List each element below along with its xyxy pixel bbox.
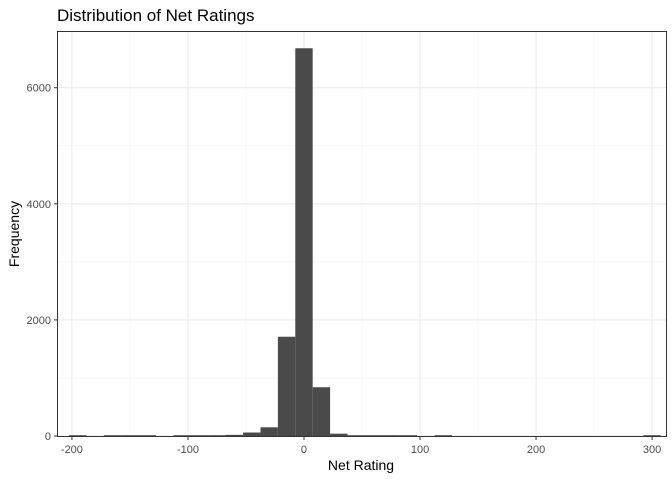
x-tick-label: 100 (411, 444, 429, 456)
chart-title: Distribution of Net Ratings (57, 6, 254, 25)
grid-layer (58, 32, 666, 437)
bars-layer (69, 48, 661, 437)
y-tick-label: 4000 (27, 199, 51, 211)
histogram-bar (364, 435, 383, 436)
x-tick-label: 200 (527, 444, 545, 456)
histogram-bar (190, 435, 209, 436)
histogram-bar (103, 435, 122, 436)
x-tick-label: 300 (643, 444, 661, 456)
histogram-bar (260, 427, 278, 436)
histogram-bar (208, 435, 226, 436)
histogram-bar (138, 435, 157, 436)
y-tick-label: 6000 (27, 83, 51, 95)
histogram-bar (382, 435, 400, 436)
x-tick-label: -100 (177, 444, 199, 456)
histogram-bar (399, 435, 418, 436)
histogram-bar (69, 435, 87, 436)
panel-border (57, 31, 667, 437)
histogram-bar (277, 336, 296, 436)
x-axis-title: Net Rating (328, 457, 394, 473)
ticks-layer: -200 -100 0 100 200 300 0 2000 4000 6000 (27, 83, 662, 456)
y-axis-title: Frequency (6, 201, 22, 267)
x-tick-label: -200 (61, 444, 83, 456)
histogram-bar (173, 435, 191, 436)
y-tick-label: 0 (45, 431, 51, 443)
histogram-bar (643, 435, 661, 436)
y-tick-label: 2000 (27, 315, 51, 327)
histogram-bar (243, 432, 261, 436)
histogram-bar (312, 387, 331, 436)
histogram-bar (225, 434, 244, 436)
histogram-bar (434, 435, 452, 436)
histogram-bar (295, 48, 313, 437)
histogram-bar (347, 435, 365, 436)
x-tick-label: 0 (301, 444, 307, 456)
histogram-bar (121, 435, 139, 436)
histogram-bar (330, 433, 348, 436)
